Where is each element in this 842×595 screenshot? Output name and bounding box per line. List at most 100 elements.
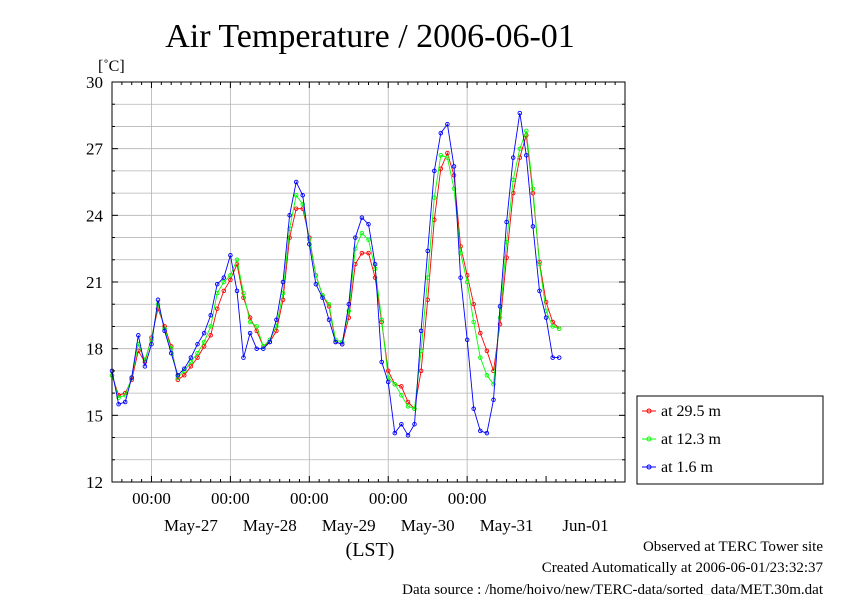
x-time-tick-label: 00:00: [448, 489, 487, 508]
data-point: [366, 250, 371, 256]
data-point: [254, 324, 259, 329]
legend-label: at 29.5 m: [661, 403, 722, 420]
data-point: [162, 328, 167, 334]
data-point: [399, 384, 404, 389]
data-point: [458, 275, 463, 280]
data-point: [471, 301, 476, 307]
y-axis: 12 15 18 21 24 27 30: [86, 73, 625, 492]
data-point: [543, 315, 549, 320]
series-line: [111, 113, 560, 437]
data-point: [346, 308, 352, 314]
data-point: [432, 168, 437, 174]
legend-swatch-marker: [646, 464, 652, 470]
data-point: [451, 186, 457, 191]
data-point: [478, 428, 483, 434]
data-point: [182, 373, 187, 378]
data-point: [129, 375, 134, 380]
data-point: [517, 146, 523, 151]
data-point: [399, 393, 404, 398]
legend-item: at 29.5 m: [642, 403, 722, 420]
legend-label: at 12.3 m: [661, 431, 722, 448]
data-point: [287, 226, 292, 231]
data-point: [241, 355, 246, 360]
x-date-label: May-28: [243, 516, 297, 535]
data-point: [320, 295, 325, 300]
data-point: [293, 193, 299, 198]
x-time-tick-label: 00:00: [290, 489, 329, 508]
data-point: [543, 299, 549, 305]
x-time-tick-label: 00:00: [211, 489, 250, 508]
series-0: [109, 133, 562, 411]
data-point: [287, 213, 292, 218]
series-2: [109, 110, 562, 438]
data-point: [418, 328, 424, 334]
data-point: [359, 230, 365, 236]
data-point: [221, 275, 227, 280]
data-point: [530, 186, 536, 191]
y-axis-unit-label: [˚C]: [98, 58, 125, 75]
data-point: [188, 364, 194, 369]
data-point: [333, 339, 338, 345]
x-date-label: May-29: [322, 516, 376, 535]
data-point: [484, 430, 490, 436]
data-point: [247, 330, 253, 336]
data-point: [326, 301, 332, 307]
data-point: [471, 406, 476, 411]
x-date-label: May-27: [164, 516, 218, 535]
data-point: [353, 235, 358, 240]
data-point: [471, 319, 476, 325]
data-point: [392, 381, 398, 387]
data-point: [464, 337, 470, 343]
data-point: [491, 397, 496, 403]
data-point: [136, 333, 141, 338]
series-layer: [109, 110, 562, 438]
data-point: [537, 288, 542, 294]
data-point: [445, 155, 450, 160]
data-point: [228, 277, 233, 283]
y-tick-label: 27: [86, 140, 104, 159]
data-point: [241, 290, 246, 296]
x-date-label: May-31: [480, 516, 534, 535]
data-point: [497, 315, 503, 320]
data-point: [510, 155, 516, 160]
data-point: [366, 221, 371, 227]
data-point: [353, 246, 358, 251]
data-point: [385, 368, 391, 374]
data-point: [405, 433, 411, 438]
data-point: [201, 339, 207, 345]
data-point: [339, 341, 345, 347]
data-point: [346, 301, 352, 307]
x-axis-label: (LST): [346, 539, 395, 561]
data-point: [168, 350, 174, 356]
data-point: [155, 297, 161, 303]
data-point: [267, 339, 273, 345]
legend-swatch-marker: [646, 436, 652, 442]
data-point: [438, 130, 444, 136]
y-tick-label: 15: [86, 406, 103, 425]
data-point: [313, 281, 319, 287]
data-point: [195, 341, 200, 347]
data-point: [307, 241, 312, 247]
footer-created: Created Automatically at 2006-06-01/23:3…: [542, 560, 824, 576]
data-point: [195, 350, 200, 356]
series-line: [111, 135, 560, 410]
data-point: [438, 153, 444, 158]
data-point: [497, 321, 503, 327]
data-point: [228, 253, 233, 258]
data-point: [497, 304, 503, 309]
data-point: [392, 430, 398, 436]
data-point: [188, 359, 194, 365]
data-point: [464, 279, 470, 285]
y-tick-label: 21: [86, 273, 103, 292]
data-point: [412, 421, 417, 427]
y-tick-label: 30: [86, 73, 103, 92]
data-point: [425, 248, 430, 254]
data-point: [116, 395, 121, 400]
data-point: [366, 237, 371, 243]
data-point: [504, 219, 509, 225]
data-point: [530, 224, 536, 229]
legend-box: [636, 395, 824, 485]
data-point: [293, 206, 299, 211]
data-point: [524, 128, 529, 134]
data-point: [399, 421, 404, 427]
